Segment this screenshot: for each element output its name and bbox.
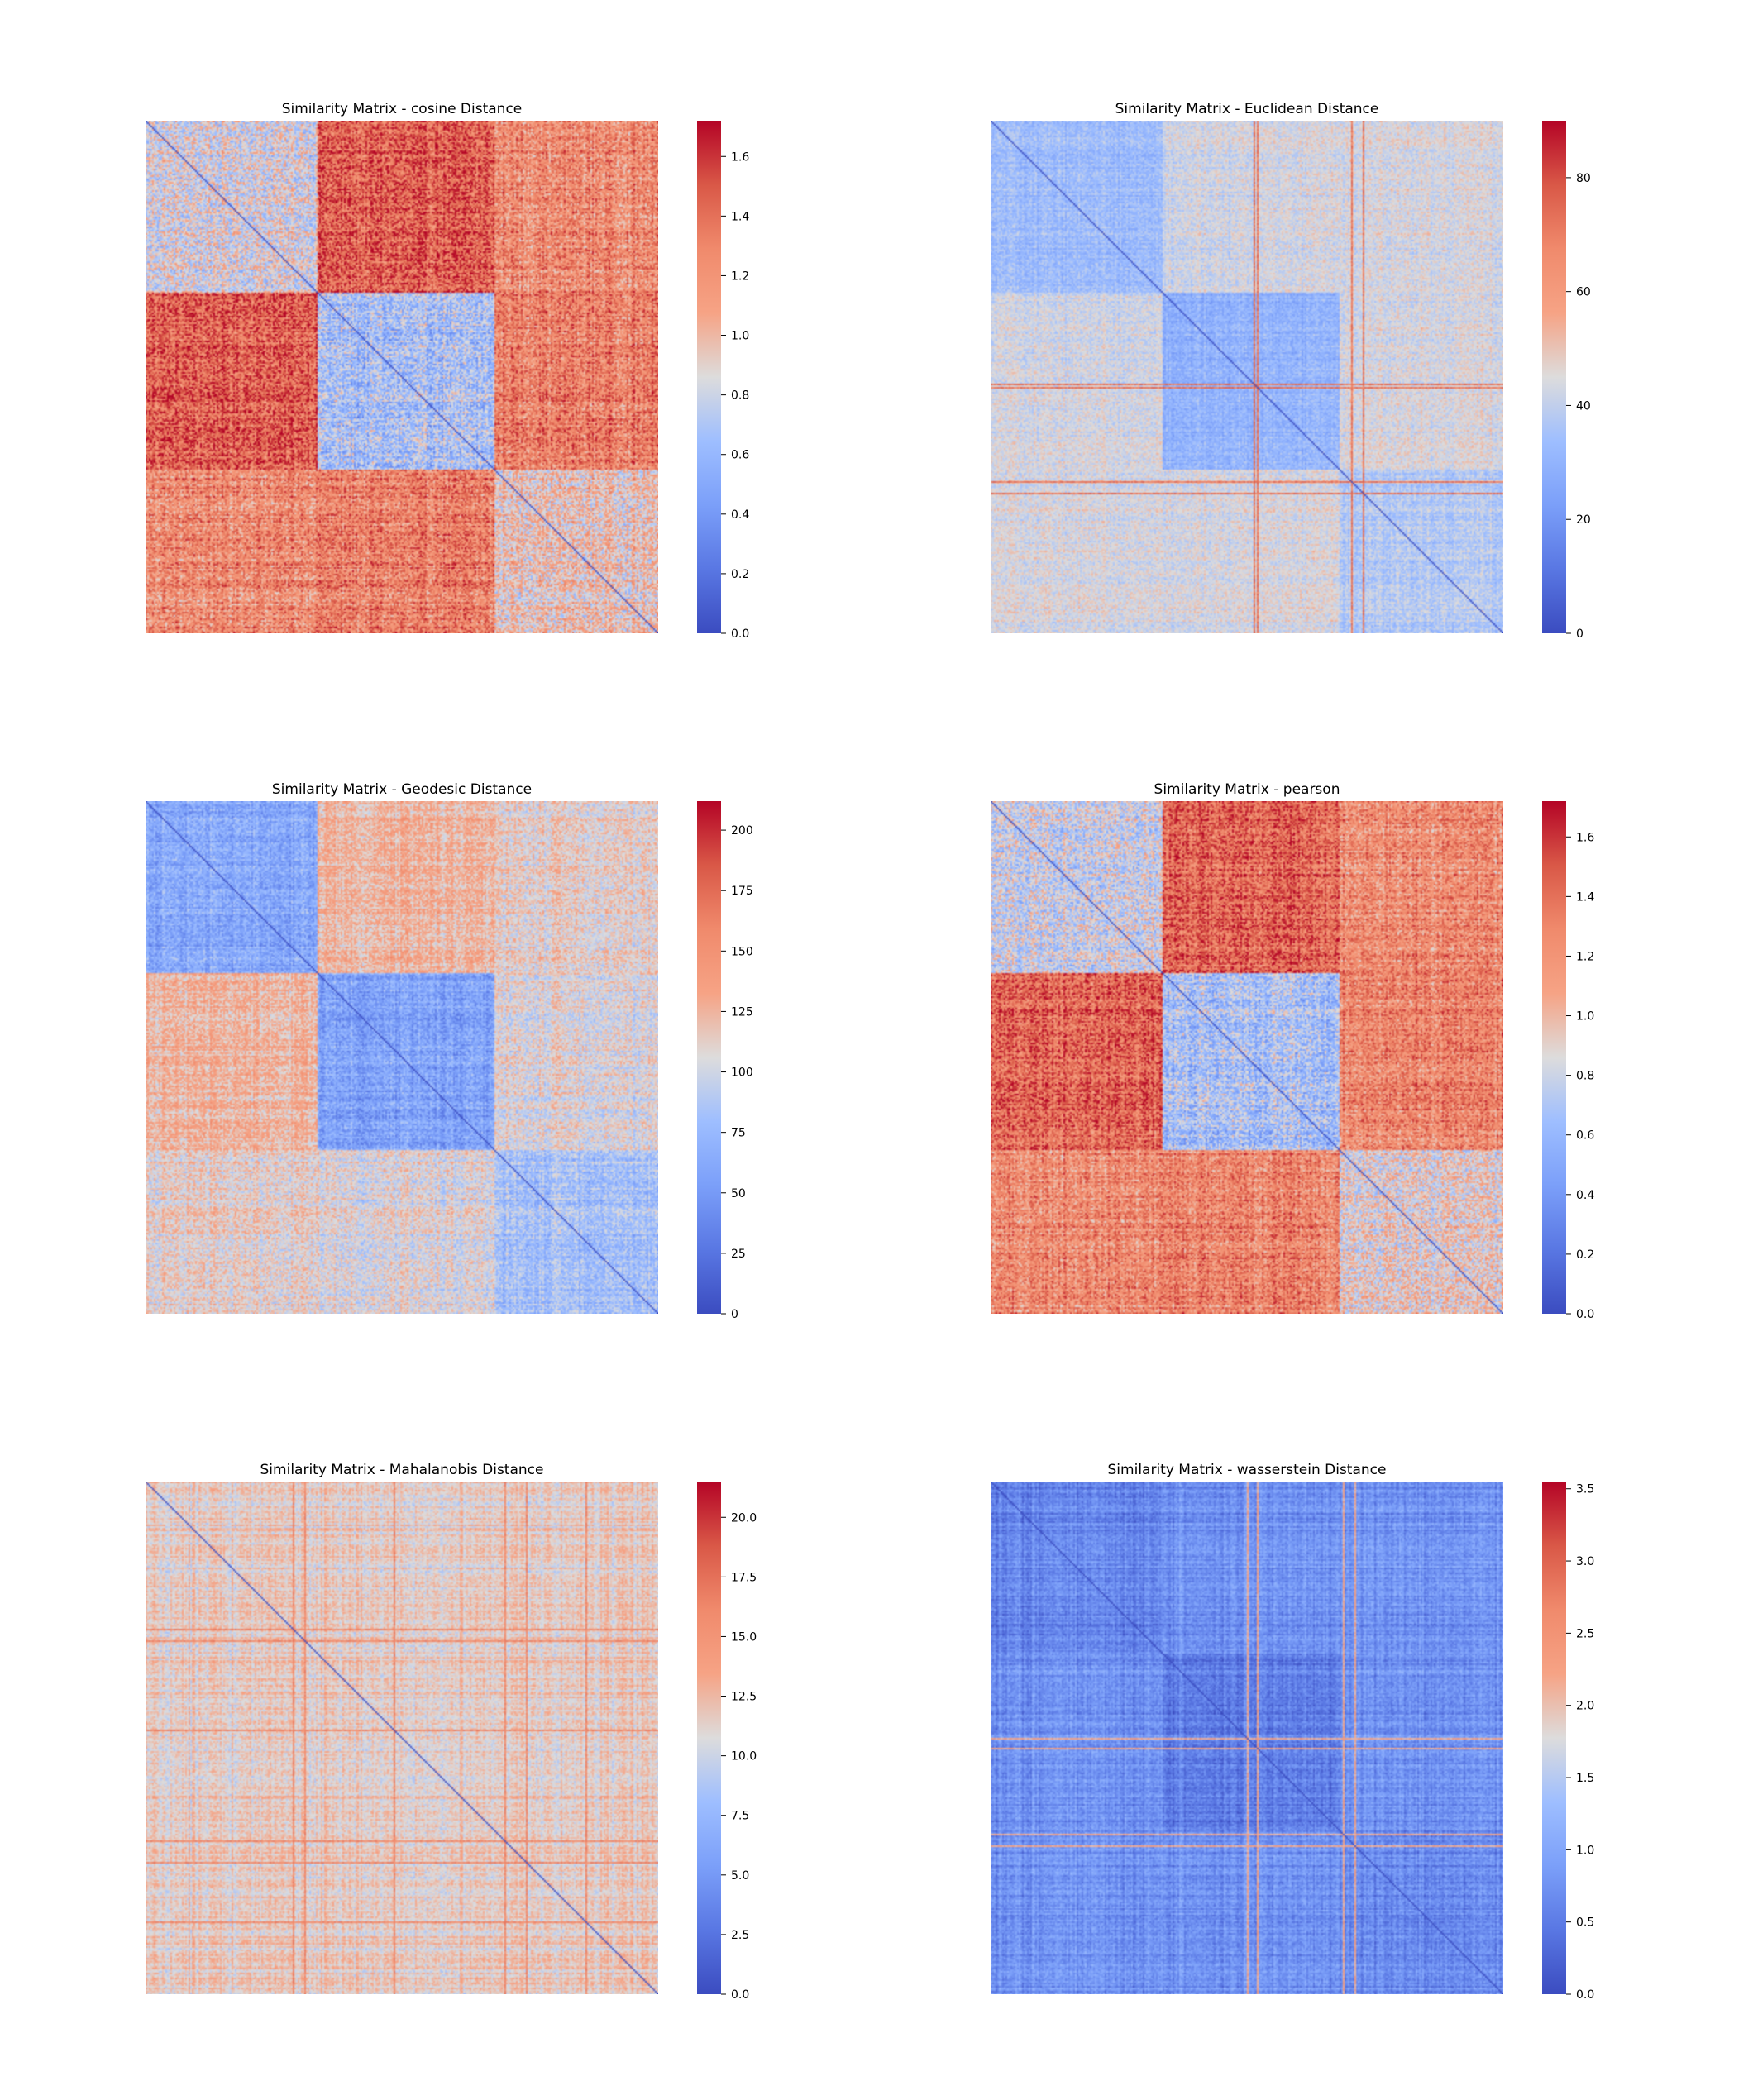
- panel-mahalanobis-distance: Similarity Matrix - Mahalanobis Distance…: [146, 1462, 972, 2040]
- colorbar: [697, 801, 721, 1314]
- colorbar-tick-label: 40: [1576, 399, 1591, 413]
- colorbar-tick-label: 1.2: [1576, 950, 1594, 963]
- colorbar-tick-label: 75: [731, 1127, 746, 1140]
- heatmap-canvas: [146, 801, 658, 1314]
- colorbar: [697, 121, 721, 633]
- colorbar-gradient: [1542, 1482, 1566, 1994]
- colorbar-tick-label: 50: [731, 1187, 746, 1200]
- colorbar-gradient: [1542, 121, 1566, 633]
- colorbar-tick-label: 125: [731, 1005, 753, 1019]
- colorbar-tick-label: 1.5: [1576, 1772, 1594, 1785]
- colorbar-tick-label: 0.2: [731, 568, 749, 581]
- colorbar-tick-label: 1.4: [731, 210, 749, 223]
- colorbar-tick-label: 0.2: [1576, 1248, 1594, 1262]
- colorbar: [1542, 1482, 1566, 1994]
- chart-title: Similarity Matrix - Euclidean Distance: [1115, 101, 1379, 117]
- colorbar-tick-label: 100: [731, 1067, 753, 1080]
- colorbar-ticks: 0.0 0.5 1.0 1.5 2.0 2.5 3.0 3.5: [1566, 1483, 1594, 2002]
- colorbar-gradient: [697, 121, 721, 633]
- colorbar-tick-label: 1.0: [731, 330, 749, 343]
- colorbar-gradient: [1542, 801, 1566, 1314]
- colorbar-tick-label: 20: [1576, 513, 1591, 527]
- colorbar-tick-label: 5.0: [731, 1869, 749, 1883]
- colorbar-tick-label: 2.5: [1576, 1627, 1594, 1640]
- colorbar-ticks: 0.0 0.2 0.4 0.6 0.8 1.0 1.2 1.4 1.6: [1566, 831, 1594, 1321]
- colorbar-tick-label: 3.0: [1576, 1555, 1594, 1568]
- colorbar-tick-label: 0.0: [731, 628, 749, 641]
- panel-wasserstein-distance: Similarity Matrix - wasserstein Distance…: [991, 1462, 1753, 2040]
- colorbar-tick-label: 2.0: [1576, 1700, 1594, 1713]
- colorbar-tick-label: 200: [731, 824, 753, 838]
- colorbar-tick-label: 0.8: [1576, 1070, 1594, 1083]
- colorbar-gradient: [697, 801, 721, 1314]
- chart-title: Similarity Matrix - cosine Distance: [281, 101, 523, 117]
- colorbar-tick-label: 0.0: [1576, 1988, 1594, 2002]
- colorbar-tick-label: 1.0: [1576, 1010, 1594, 1024]
- colorbar-tick-label: 60: [1576, 286, 1591, 299]
- heatmap-canvas: [991, 801, 1503, 1314]
- chart-title: Similarity Matrix - wasserstein Distance: [1107, 1462, 1387, 1478]
- colorbar-ticks: 0.0 2.5 5.0 7.5 10.0 12.5 15.0 17.5 20.0: [721, 1511, 757, 2002]
- colorbar-tick-label: 0: [1576, 628, 1583, 641]
- colorbar-tick-label: 12.5: [731, 1691, 757, 1704]
- colorbar-tick-label: 25: [731, 1248, 746, 1261]
- colorbar-tick-label: 150: [731, 945, 753, 958]
- colorbar-tick-label: 80: [1576, 172, 1591, 185]
- heatmap-canvas: [991, 121, 1503, 633]
- colorbar-tick-label: 10.0: [731, 1750, 757, 1764]
- panel-cosine-distance: Similarity Matrix - cosine Distance 0.0 0…: [146, 101, 972, 680]
- colorbar-tick-label: 2.5: [731, 1929, 749, 1942]
- colorbar-tick-label: 1.4: [1576, 890, 1594, 904]
- panel-pearson: Similarity Matrix - pearson 0.0 0.2 0.4 0.6…: [991, 781, 1753, 1360]
- chart-title: Similarity Matrix - pearson: [1154, 781, 1340, 798]
- colorbar-tick-label: 0.4: [1576, 1189, 1594, 1202]
- heatmap-canvas: [991, 1482, 1503, 1994]
- colorbar-gradient: [697, 1482, 721, 1994]
- colorbar-tick-label: 3.5: [1576, 1483, 1594, 1496]
- chart-title: Similarity Matrix - Mahalanobis Distance: [260, 1462, 544, 1478]
- colorbar-tick-label: 7.5: [731, 1810, 749, 1823]
- colorbar: [697, 1482, 721, 1994]
- colorbar-tick-label: 17.5: [731, 1571, 757, 1584]
- colorbar-tick-label: 1.0: [1576, 1844, 1594, 1857]
- colorbar-tick-label: 1.6: [1576, 831, 1594, 844]
- colorbar-tick-label: 0.0: [1576, 1308, 1594, 1321]
- colorbar-tick-label: 20.0: [731, 1511, 757, 1525]
- chart-title: Similarity Matrix - Geodesic Distance: [271, 781, 533, 798]
- colorbar-tick-label: 175: [731, 885, 753, 898]
- colorbar-tick-label: 0.0: [731, 1988, 749, 2002]
- colorbar-ticks: 0 20 40 60 80: [1566, 172, 1591, 641]
- colorbar-tick-label: 0.8: [731, 389, 749, 403]
- panel-geodesic-distance: Similarity Matrix - Geodesic Distance 0 2…: [146, 781, 972, 1360]
- colorbar-tick-label: 0.4: [731, 508, 749, 522]
- colorbar: [1542, 121, 1566, 633]
- colorbar-tick-label: 0.5: [1576, 1916, 1594, 1930]
- colorbar-tick-label: 1.6: [731, 150, 749, 164]
- colorbar-tick-label: 15.0: [731, 1630, 757, 1644]
- colorbar-tick-label: 1.2: [731, 270, 749, 283]
- colorbar-tick-label: 0.6: [1576, 1129, 1594, 1143]
- colorbar-tick-label: 0.6: [731, 449, 749, 462]
- colorbar-ticks: 0 25 50 75 100 125 150 175 200: [721, 824, 753, 1321]
- heatmap-canvas: [146, 121, 658, 633]
- colorbar-tick-label: 0: [731, 1308, 738, 1321]
- heatmap-canvas: [146, 1482, 658, 1994]
- colorbar: [1542, 801, 1566, 1314]
- colorbar-ticks: 0.0 0.2 0.4 0.6 0.8 1.0 1.2 1.4 1.6: [721, 150, 749, 641]
- panel-euclidean-distance: Similarity Matrix - Euclidean Distance 0…: [991, 101, 1753, 680]
